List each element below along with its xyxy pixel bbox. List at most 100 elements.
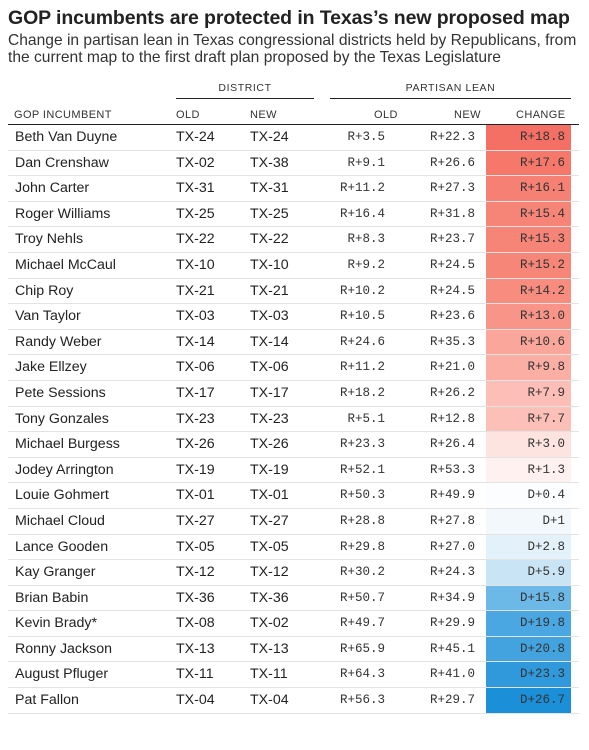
table-row: Tony Gonzales TX-23 TX-23 R+5.1 R+12.8 R+7.7 [8,406,579,433]
change-cell: R+10.6 [486,329,571,355]
change-value: R+9.8 [527,360,565,375]
incumbent-name: Chip Roy [15,282,74,299]
new-district: TX-36 [250,589,289,606]
old-district: TX-13 [176,640,215,657]
new-lean: R+26.4 [429,437,475,452]
old-district: TX-25 [176,205,215,222]
table-row: Roger Williams TX-25 TX-25 R+16.4 R+31.8 R+15… [8,201,579,228]
old-lean: R+52.1 [339,462,385,477]
old-lean: R+50.7 [339,590,385,605]
table-row: Lance Gooden TX-05 TX-05 R+29.8 R+27.0 D+2.8 [8,534,579,561]
change-cell: R+15.2 [486,252,571,278]
incumbent-name: Beth Van Duyne [15,129,118,145]
new-lean: R+41.0 [429,667,475,682]
change-cell: R+15.3 [486,227,571,252]
change-value: R+13.0 [519,309,565,324]
new-lean: R+34.9 [429,590,475,605]
change-cell: R+13.0 [486,304,571,329]
old-district: TX-03 [176,308,215,325]
figure: GOP incumbents are protected in Texas’s … [8,7,579,714]
new-lean: R+22.3 [429,130,475,144]
old-district: TX-24 [176,129,215,145]
old-lean-column-header: OLD [374,109,398,121]
change-cell: R+3.0 [486,432,571,457]
old-lean: R+65.9 [339,641,385,656]
new-lean: R+27.3 [429,181,475,196]
change-value: R+17.6 [519,155,565,170]
page-subtitle: Change in partisan lean in Texas congres… [8,32,577,66]
table-row: Jodey Arrington TX-19 TX-19 R+52.1 R+53.3 R+1… [8,457,579,484]
old-district: TX-27 [176,512,215,529]
old-lean: R+23.3 [339,437,385,452]
incumbent-name: Jodey Arrington [15,461,114,478]
new-district: TX-19 [250,461,289,478]
new-lean: R+23.6 [429,309,475,324]
change-cell: D+2.8 [486,534,571,560]
table-row: Van Taylor TX-03 TX-03 R+10.5 R+23.6 R+13.0 [8,304,579,330]
table-row: Beth Van Duyne TX-24 TX-24 R+3.5 R+22.3 R+18.… [8,125,579,151]
old-district: TX-36 [176,589,215,606]
old-lean: R+29.8 [339,539,385,554]
change-value: D+19.8 [519,616,565,631]
change-cell: R+18.8 [486,125,571,150]
old-district: TX-06 [176,359,215,376]
incumbent-name: Troy Nehls [15,231,84,248]
old-district: TX-17 [176,384,215,401]
column-headers: GOP INCUMBENT OLD NEW OLD NEW CHANGE [8,102,579,125]
change-value: D+23.3 [519,667,565,682]
new-district: TX-27 [250,512,289,529]
change-cell: R+17.6 [486,150,571,176]
old-lean: R+16.4 [339,206,385,221]
change-cell: R+14.2 [486,278,571,304]
new-district: TX-21 [250,282,289,299]
old-lean: R+64.3 [339,667,385,682]
old-district: TX-23 [176,410,215,427]
old-lean: R+56.3 [339,693,385,708]
new-district: TX-01 [250,487,289,504]
old-district: TX-31 [176,180,215,197]
old-district: TX-10 [176,256,215,273]
table-row: Kevin Brady* TX-08 TX-02 R+49.7 R+29.9 D+19.8 [8,611,579,637]
new-lean: R+53.3 [429,462,475,477]
change-cell: D+5.9 [486,560,571,585]
change-cell: R+9.8 [486,355,571,380]
old-lean: R+11.2 [339,181,385,196]
new-district: TX-13 [250,640,289,657]
change-value: R+15.2 [519,257,565,272]
change-value: R+18.8 [519,130,565,144]
change-cell: D+19.8 [486,611,571,636]
new-lean: R+26.2 [429,385,475,400]
new-district: TX-31 [250,180,289,197]
incumbent-name: Ronny Jackson [15,640,112,657]
incumbent-name: Louie Gohmert [15,487,109,504]
change-value: R+15.4 [519,206,565,221]
table-row: Dan Crenshaw TX-02 TX-38 R+9.1 R+26.6 R+17.6 [8,150,579,177]
incumbent-name: Pat Fallon [15,692,79,709]
table-row: Ronny Jackson TX-13 TX-13 R+65.9 R+45.1 D+20.… [8,636,579,663]
change-value: D+2.8 [527,539,565,554]
new-lean: R+24.5 [429,283,475,298]
new-district: TX-17 [250,384,289,401]
partisan-lean-group-header: PARTISAN LEAN [330,82,571,99]
change-value: R+1.3 [527,462,565,477]
old-district-column-header: OLD [176,109,200,121]
change-cell: R+16.1 [486,176,571,201]
new-district: TX-22 [250,231,289,248]
incumbent-column-header: GOP INCUMBENT [14,109,112,121]
new-district: TX-25 [250,205,289,222]
change-cell: D+26.7 [486,688,571,713]
new-lean: R+23.7 [429,232,475,247]
old-district: TX-14 [176,333,215,350]
change-value: D+15.8 [519,590,565,605]
new-district: TX-12 [250,564,289,581]
table-row: Pat Fallon TX-04 TX-04 R+56.3 R+29.7 D+26.7 [8,688,579,714]
incumbent-name: Roger Williams [15,205,111,222]
new-district: TX-03 [250,308,289,325]
table-row: Pete Sessions TX-17 TX-17 R+18.2 R+26.2 R+7.9 [8,380,579,407]
old-district: TX-04 [176,692,215,709]
page-title: GOP incumbents are protected in Texas’s … [8,7,570,29]
change-cell: D+0.4 [486,483,571,508]
table-row: Randy Weber TX-14 TX-14 R+24.6 R+35.3 R+10.6 [8,329,579,356]
new-district: TX-11 [250,666,288,683]
table-row: Michael McCaul TX-10 TX-10 R+9.2 R+24.5 R+15.… [8,252,579,279]
